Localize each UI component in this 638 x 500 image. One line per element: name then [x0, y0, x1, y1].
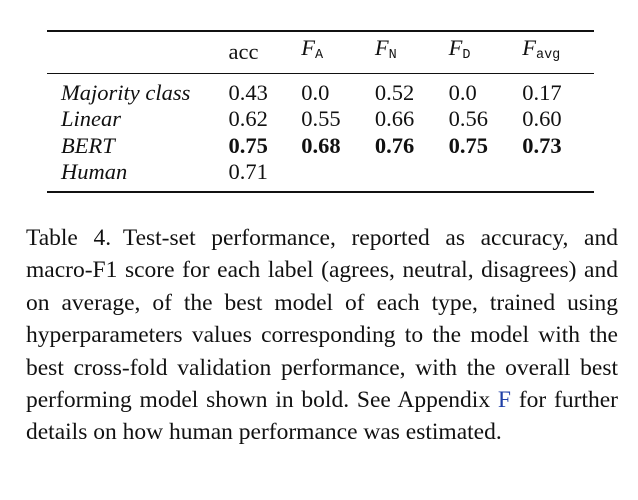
table-row-human: Human 0.71: [47, 159, 594, 192]
column-header-f-disagrees: FD: [448, 31, 523, 74]
cell-f-disagrees: 0.0: [448, 79, 477, 105]
cell-acc: 0.62: [228, 106, 268, 131]
table-row-majority-class: Majority class 0.43 0.0 0.52 0.0 0.17: [47, 73, 594, 106]
cell-f-disagrees: 0.75: [448, 132, 488, 158]
appendix-link[interactable]: F: [497, 387, 511, 414]
column-header-f-neutral: FN: [374, 31, 449, 74]
row-label: Linear: [61, 106, 122, 131]
cell-f-neutral: [375, 159, 449, 192]
cell-f-average: 0.73: [522, 132, 562, 158]
row-label: BERT: [61, 132, 115, 158]
cell-f-average: [522, 159, 594, 192]
cell-f-agrees: 0.68: [301, 132, 341, 158]
table-caption: Table 4. Test-set performance, reported …: [26, 222, 618, 449]
cell-f-neutral: 0.66: [374, 106, 415, 131]
cell-acc: 0.43: [228, 79, 268, 105]
cell-f-average: 0.60: [522, 106, 562, 131]
cell-f-neutral: 0.76: [374, 132, 415, 158]
cell-f-disagrees: [449, 159, 523, 192]
row-label: Majority class: [61, 79, 191, 105]
caption-text: Table 4. Test-set performance, reported …: [26, 225, 618, 414]
cell-f-agrees: 0.0: [301, 79, 330, 105]
caption-text-end: for further details on how hu­man perfor…: [26, 387, 618, 446]
column-header-f-agrees: FA: [301, 31, 375, 74]
column-header-acc: acc: [228, 31, 302, 74]
table-header-row: acc FA FN FD Favg: [47, 31, 594, 74]
cell-f-agrees: 0.55: [301, 106, 341, 131]
cell-f-agrees: [301, 159, 375, 192]
cell-f-disagrees: 0.56: [448, 106, 488, 131]
cell-acc: 0.75: [228, 132, 268, 158]
table-row-linear: Linear 0.62 0.55 0.66 0.56 0.60: [47, 106, 594, 133]
results-table: acc FA FN FD Favg Majority class 0.43 0.…: [47, 30, 594, 193]
header-corner-cell: [47, 31, 229, 74]
column-header-f-average: Favg: [522, 31, 594, 74]
table-row-bert: BERT 0.75 0.68 0.76 0.75 0.73: [47, 133, 594, 160]
cell-f-neutral: 0.52: [374, 79, 415, 105]
cell-f-average: 0.17: [522, 79, 562, 105]
row-label: Human: [61, 159, 128, 184]
cell-acc: 0.71: [228, 159, 268, 184]
